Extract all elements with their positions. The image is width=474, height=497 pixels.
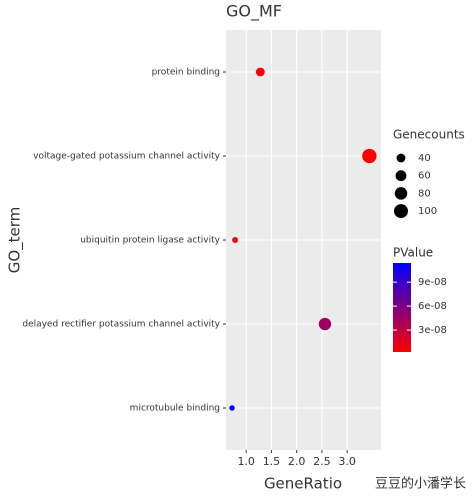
size-legend-label: 100 (418, 206, 437, 217)
watermark: 豆豆的小潘学长 (375, 476, 466, 492)
y-tick-label: ubiquitin protein ligase activity (80, 236, 220, 246)
size-legend-label: 60 (418, 171, 431, 182)
size-legend-label: 40 (418, 153, 431, 164)
size-legend-key (394, 187, 408, 200)
x-tick-label: 3.0 (338, 455, 356, 468)
x-axis-title: GeneRatio (264, 475, 342, 493)
colorbar-label: 3e-08 (418, 325, 447, 336)
color-legend-title: PValue (393, 246, 433, 260)
y-tick-label: voltage-gated potassium channel activity (33, 152, 221, 162)
size-legend-key (396, 153, 406, 163)
point (229, 405, 235, 411)
size-legend-title: Genecounts (393, 128, 465, 142)
x-tick-label: 2.0 (288, 455, 306, 468)
colorbar-label: 6e-08 (418, 301, 447, 312)
colorbar-label: 9e-08 (418, 277, 447, 288)
y-tick-label: protein binding (152, 68, 220, 78)
size-legend-key (394, 204, 408, 219)
x-tick-label: 1.0 (237, 455, 255, 468)
point (255, 67, 265, 77)
y-tick-label: microtubule binding (130, 404, 220, 414)
size-legend-key (395, 170, 407, 182)
y-axis-title: GO_term (6, 207, 25, 274)
chart-title: GO_MF (226, 2, 282, 22)
x-tick-label: 2.5 (313, 455, 331, 468)
x-tick-label: 1.5 (263, 455, 281, 468)
size-legend-label: 80 (418, 188, 431, 199)
point (362, 148, 377, 164)
point (232, 237, 239, 243)
colorbar (393, 263, 411, 352)
y-tick-label: delayed rectifier potassium channel acti… (22, 320, 220, 330)
point (318, 317, 332, 331)
